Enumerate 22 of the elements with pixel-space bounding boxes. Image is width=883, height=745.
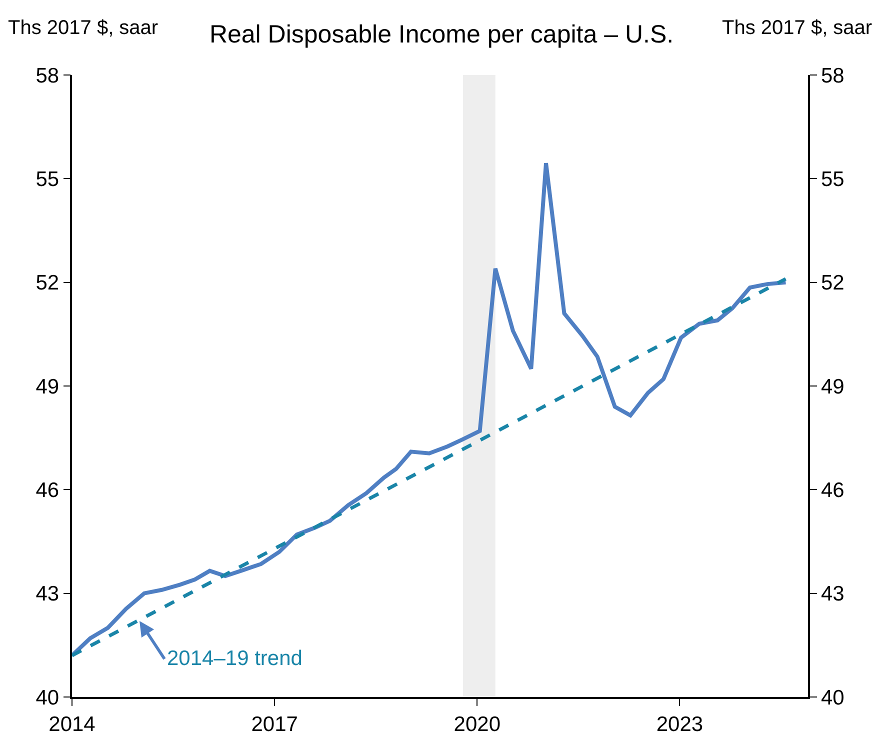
y2-tick-label: 49: [820, 375, 844, 398]
y2-tick-label: 58: [820, 64, 844, 88]
y-tick-label: 46: [36, 479, 60, 502]
x-tick-label: 2023: [656, 712, 704, 736]
y-tick-label: 43: [36, 582, 60, 606]
chart-title: Real Disposable Income per capita – U.S.: [209, 20, 674, 48]
annotation: 2014–19 trend: [167, 647, 302, 670]
y-tick-label: 55: [36, 168, 60, 192]
y2-axis-title: Ths 2017 $, saar: [722, 17, 872, 39]
y2-tick-label: 52: [820, 272, 844, 295]
x-tick-label: 2020: [454, 712, 500, 736]
y2-tick-label: 43: [820, 582, 844, 606]
x-tick-label: 2017: [251, 712, 298, 736]
y-tick-label: 49: [36, 375, 60, 398]
x-tick-label: 2014: [48, 712, 96, 736]
y-tick-label: 58: [36, 64, 60, 88]
y-axis-title: Ths 2017 $, saar: [8, 17, 158, 39]
y2-tick-label: 40: [820, 686, 844, 710]
y2-tick-label: 46: [820, 479, 844, 502]
y-tick-label: 52: [36, 272, 60, 295]
y-tick-label: 40: [36, 686, 60, 710]
y2-tick-label: 55: [820, 168, 844, 192]
